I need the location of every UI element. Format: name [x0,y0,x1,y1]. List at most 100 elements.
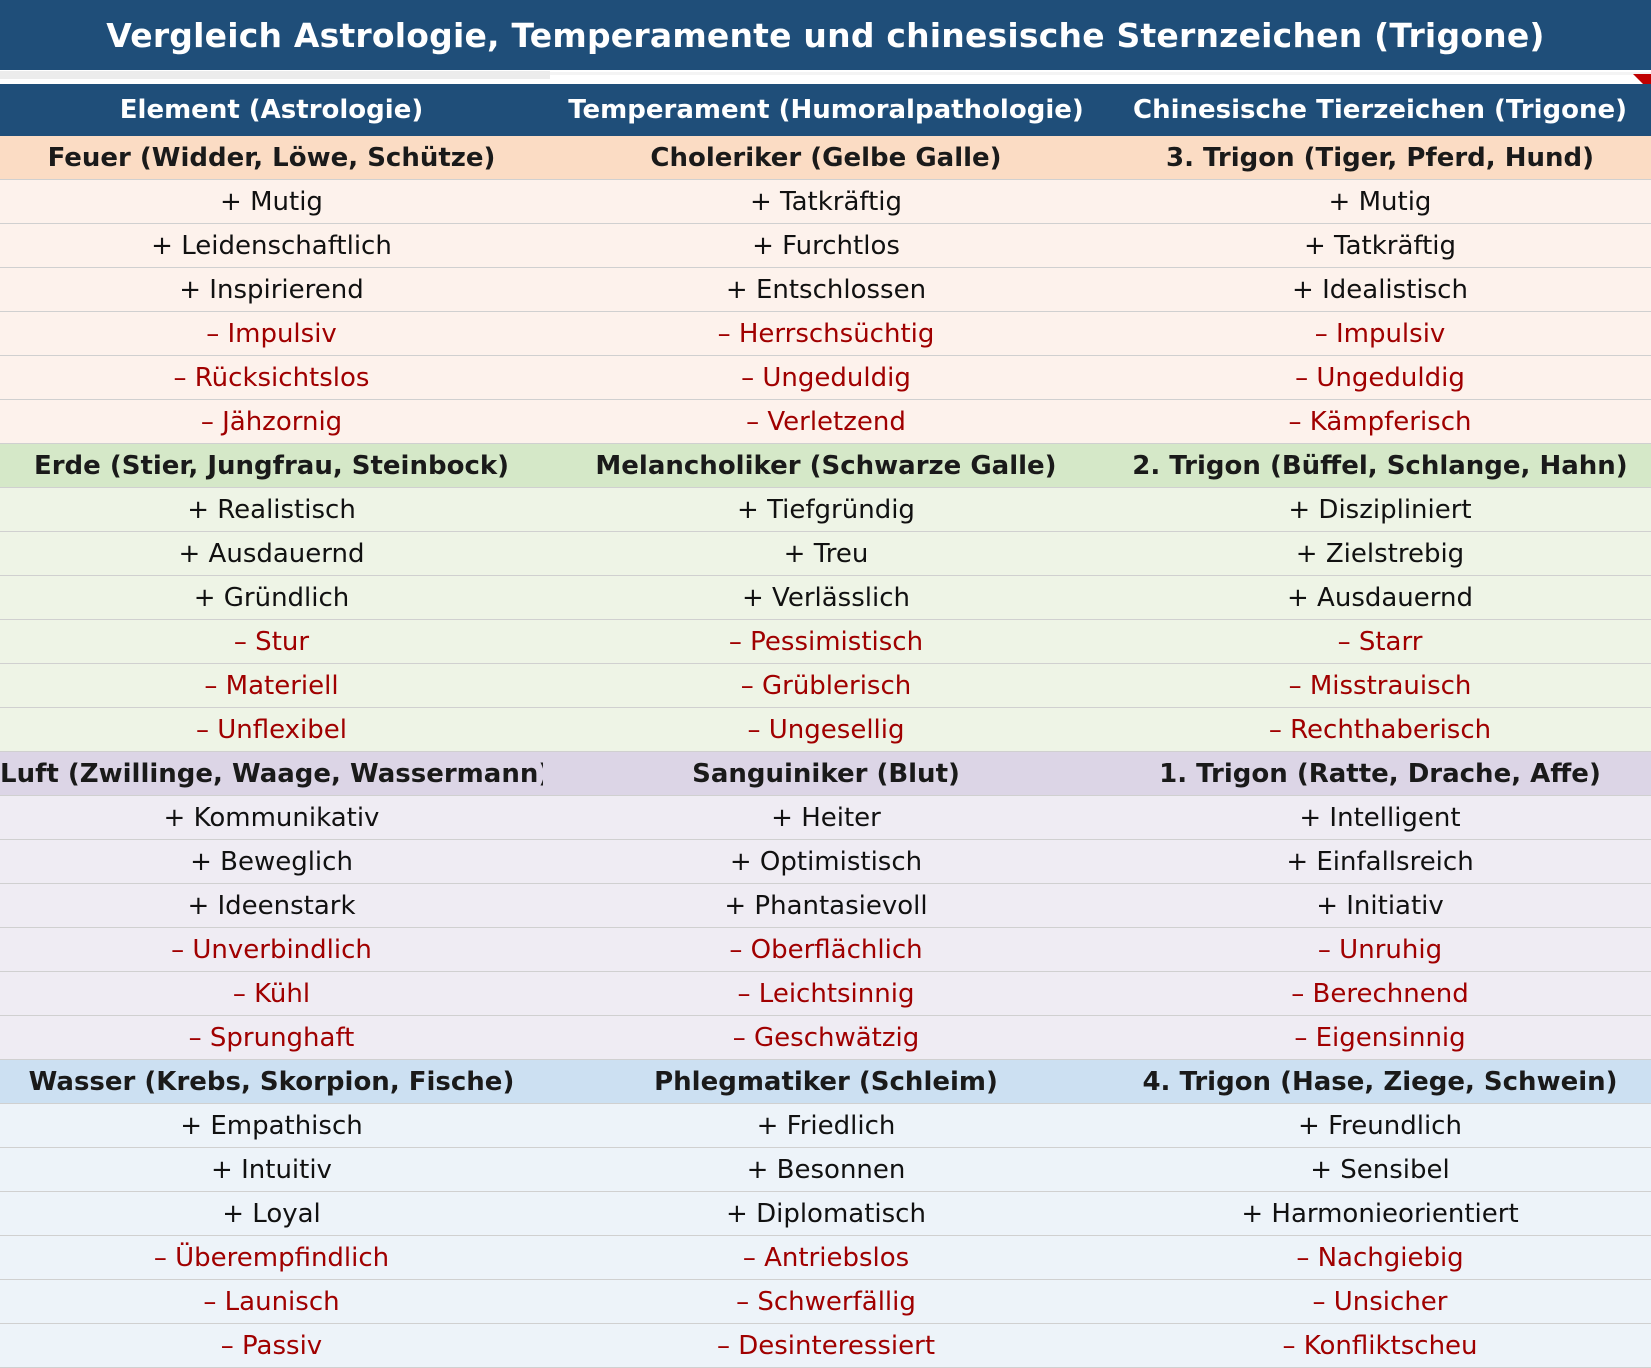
table-row: + Ausdauernd + Treu + Zielstrebig [0,531,1651,576]
negative-trait-temperament: – Schwerfällig [543,1279,1109,1324]
table-head: Element (Astrologie) Temperament (Humora… [0,84,1651,136]
positive-trait-trigon: + Sensibel [1109,1147,1651,1192]
table-row: – Passiv – Desinteressiert – Konfliktscheu [0,1323,1651,1368]
negative-trait-trigon: – Kämpferisch [1109,399,1651,444]
positive-trait-element: + Ideenstark [0,883,543,928]
positive-trait-temperament: + Verlässlich [543,575,1109,620]
group-header-trigon: 2. Trigon (Büffel, Schlange, Hahn) [1109,443,1651,488]
negative-trait-element: – Unflexibel [0,707,543,752]
table-row: + Beweglich + Optimistisch + Einfallsreich [0,839,1651,884]
negative-trait-trigon: – Rechthaberisch [1109,707,1651,752]
negative-trait-temperament: – Leichtsinnig [543,971,1109,1016]
positive-trait-element: + Kommunikativ [0,795,543,840]
table-row: – Unverbindlich – Oberflächlich – Unruhig [0,927,1651,972]
negative-trait-trigon: – Ungeduldig [1109,355,1651,400]
group-header-temperament: Melancholiker (Schwarze Galle) [543,443,1109,488]
table-row: – Launisch – Schwerfällig – Unsicher [0,1279,1651,1324]
positive-trait-temperament: + Heiter [543,795,1109,840]
negative-trait-element: – Stur [0,619,543,664]
divider-line [0,71,550,79]
positive-trait-temperament: + Diplomatisch [543,1191,1109,1236]
group-header-trigon: 1. Trigon (Ratte, Drache, Affe) [1109,751,1651,796]
negative-trait-temperament: – Pessimistisch [543,619,1109,664]
positive-trait-element: + Beweglich [0,839,543,884]
negative-trait-element: – Launisch [0,1279,543,1324]
positive-trait-trigon: + Intelligent [1109,795,1651,840]
table-row: – Stur – Pessimistisch – Starr [0,619,1651,664]
positive-trait-temperament: + Entschlossen [543,267,1109,312]
positive-trait-trigon: + Freundlich [1109,1103,1651,1148]
table-row: + Leidenschaftlich + Furchtlos + Tatkräfti… [0,223,1651,268]
negative-trait-trigon: – Eigensinnig [1109,1015,1651,1060]
group-header-trigon: 4. Trigon (Hase, Ziege, Schwein) [1109,1059,1651,1104]
negative-trait-trigon: – Konfliktscheu [1109,1323,1651,1368]
table-row: + Intuitiv + Besonnen + Sensibel [0,1147,1651,1192]
negative-trait-temperament: – Verletzend [543,399,1109,444]
negative-trait-temperament: – Desinteressiert [543,1323,1109,1368]
negative-trait-element: – Materiell [0,663,543,708]
positive-trait-element: + Inspirierend [0,267,543,312]
negative-trait-temperament: – Ungeduldig [543,355,1109,400]
group-header-element: Feuer (Widder, Löwe, Schütze) [0,136,543,180]
column-header-temperament: Temperament (Humoralpathologie) [543,84,1109,136]
positive-trait-temperament: + Tiefgründig [543,487,1109,532]
negative-trait-trigon: – Berechnend [1109,971,1651,1016]
table-row: – Sprunghaft – Geschwätzig – Eigensinnig [0,1015,1651,1060]
table-row: + Mutig + Tatkräftig + Mutig [0,179,1651,224]
comparison-table: Element (Astrologie) Temperament (Humora… [0,84,1651,1368]
table-row: + Loyal + Diplomatisch + Harmonieorientier… [0,1191,1651,1236]
positive-trait-element: + Leidenschaftlich [0,223,543,268]
group-header-element: Erde (Stier, Jungfrau, Steinbock) [0,443,543,488]
negative-trait-element: – Sprunghaft [0,1015,543,1060]
table-row: + Realistisch + Tiefgründig + Disziplinier… [0,487,1651,532]
negative-trait-element: – Kühl [0,971,543,1016]
group-header-temperament: Sanguiniker (Blut) [543,751,1109,796]
group-header-temperament: Choleriker (Gelbe Galle) [543,136,1109,180]
positive-trait-temperament: + Phantasievoll [543,883,1109,928]
negative-trait-trigon: – Misstrauisch [1109,663,1651,708]
table-row: – Rücksichtslos – Ungeduldig – Ungeduldig [0,355,1651,400]
positive-trait-temperament: + Optimistisch [543,839,1109,884]
positive-trait-temperament: + Furchtlos [543,223,1109,268]
negative-trait-trigon: – Starr [1109,619,1651,664]
negative-trait-element: – Passiv [0,1323,543,1368]
positive-trait-temperament: + Treu [543,531,1109,576]
column-header-trigon: Chinesische Tierzeichen (Trigone) [1109,84,1651,136]
table-row: + Empathisch + Friedlich + Freundlich [0,1103,1651,1148]
table-row: – Jähzornig – Verletzend – Kämpferisch [0,399,1651,444]
negative-trait-trigon: – Impulsiv [1109,311,1651,356]
negative-trait-temperament: – Herrschsüchtig [543,311,1109,356]
positive-trait-element: + Realistisch [0,487,543,532]
group-header-temperament: Phlegmatiker (Schleim) [543,1059,1109,1104]
positive-trait-element: + Empathisch [0,1103,543,1148]
table-row: + Ideenstark + Phantasievoll + Initiativ [0,883,1651,928]
group-header-row-water: Wasser (Krebs, Skorpion, Fische) Phlegmat… [0,1059,1651,1104]
negative-trait-element: – Unverbindlich [0,927,543,972]
positive-trait-trigon: + Zielstrebig [1109,531,1651,576]
table-row: + Inspirierend + Entschlossen + Idealistis… [0,267,1651,312]
positive-trait-element: + Mutig [0,179,543,224]
positive-trait-trigon: + Tatkräftig [1109,223,1651,268]
negative-trait-temperament: – Grüblerisch [543,663,1109,708]
positive-trait-element: + Loyal [0,1191,543,1236]
positive-trait-trigon: + Initiativ [1109,883,1651,928]
positive-trait-element: + Gründlich [0,575,543,620]
positive-trait-trigon: + Idealistisch [1109,267,1651,312]
column-header-element: Element (Astrologie) [0,84,543,136]
positive-trait-trigon: + Einfallsreich [1109,839,1651,884]
group-header-trigon: 3. Trigon (Tiger, Pferd, Hund) [1109,136,1651,180]
positive-trait-trigon: + Harmonieorientiert [1109,1191,1651,1236]
positive-trait-trigon: + Mutig [1109,179,1651,224]
negative-trait-temperament: – Ungesellig [543,707,1109,752]
table-row: + Gründlich + Verlässlich + Ausdauernd [0,575,1651,620]
negative-trait-temperament: – Antriebslos [543,1235,1109,1280]
group-header-row-fire: Feuer (Widder, Löwe, Schütze) Choleriker … [0,136,1651,180]
positive-trait-temperament: + Tatkräftig [543,179,1109,224]
group-header-row-air: Luft (Zwillinge, Waage, Wassermann) Sangu… [0,751,1651,796]
negative-trait-element: – Überempfindlich [0,1235,543,1280]
table-row: – Kühl – Leichtsinnig – Berechnend [0,971,1651,1016]
negative-trait-temperament: – Oberflächlich [543,927,1109,972]
table-body: Feuer (Widder, Löwe, Schütze) Choleriker … [0,136,1651,1368]
column-header-row: Element (Astrologie) Temperament (Humora… [0,84,1651,136]
group-header-row-earth: Erde (Stier, Jungfrau, Steinbock) Melanch… [0,443,1651,488]
